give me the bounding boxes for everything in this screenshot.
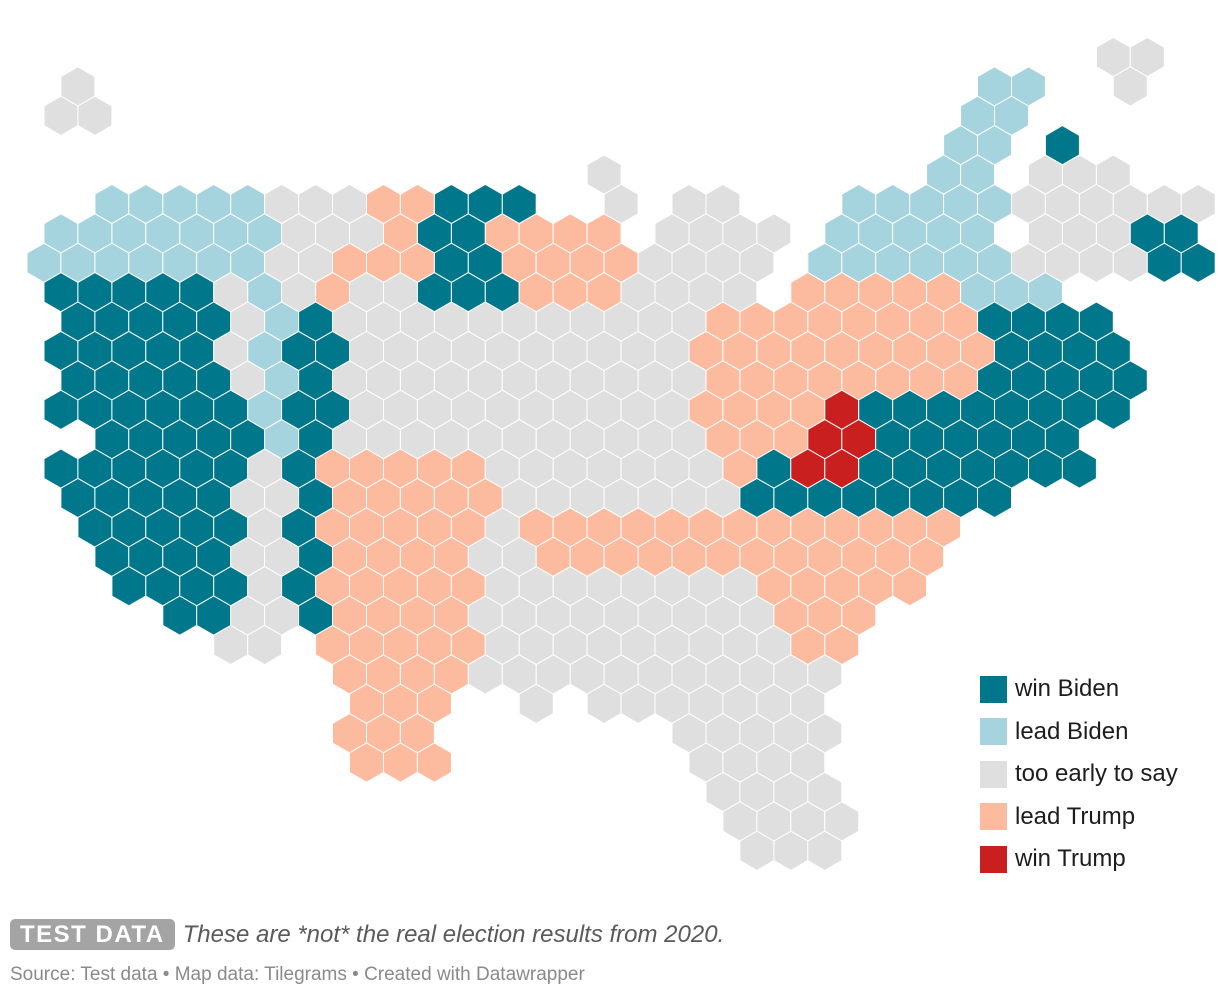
legend-label-win-trump: win Trump bbox=[1015, 845, 1126, 873]
hex-tile-win-biden bbox=[1061, 448, 1097, 489]
hex-tile-too-early bbox=[247, 624, 283, 666]
legend-label-too-early: too early to say bbox=[1015, 760, 1178, 788]
test-data-badge: TEST DATA bbox=[10, 919, 175, 950]
legend-label-win-biden: win Biden bbox=[1015, 675, 1120, 703]
legend-swatch-win-biden bbox=[980, 675, 1007, 703]
hex-tile-win-biden bbox=[1180, 242, 1216, 283]
legend-item-win-trump: win Trump bbox=[980, 838, 1178, 881]
legend: win Biden lead Biden too early to say le… bbox=[980, 668, 1178, 881]
legend-swatch-too-early bbox=[980, 760, 1007, 788]
source-line: Source: Test data • Map data: Tilegrams … bbox=[10, 964, 585, 985]
legend-item-too-early: too early to say bbox=[980, 753, 1178, 796]
legend-label-lead-biden: lead Biden bbox=[1015, 717, 1129, 745]
hex-tile-win-biden bbox=[977, 477, 1012, 519]
hex-tile-too-early bbox=[807, 830, 843, 871]
hex-tile-win-biden bbox=[1095, 389, 1131, 430]
hex-tile-lead-trump bbox=[892, 566, 928, 607]
legend-swatch-win-trump bbox=[980, 845, 1007, 873]
hex-tile-too-early bbox=[518, 683, 554, 724]
hexagon-cartogram bbox=[26, 36, 1216, 871]
hex-tile-too-early bbox=[77, 95, 113, 136]
hex-tile-lead-trump bbox=[416, 742, 452, 783]
footer-notes: TEST DATA These are *not* the real elect… bbox=[10, 919, 724, 950]
legend-swatch-lead-trump bbox=[980, 803, 1007, 831]
legend-item-lead-biden: lead Biden bbox=[980, 711, 1178, 754]
disclaimer-note: These are *not* the real election result… bbox=[182, 920, 725, 948]
legend-item-lead-trump: lead Trump bbox=[980, 796, 1178, 839]
legend-item-win-biden: win Biden bbox=[980, 668, 1178, 711]
legend-swatch-lead-biden bbox=[980, 718, 1007, 746]
legend-label-lead-trump: lead Trump bbox=[1015, 802, 1136, 830]
hex-tile-too-early bbox=[1112, 66, 1148, 107]
